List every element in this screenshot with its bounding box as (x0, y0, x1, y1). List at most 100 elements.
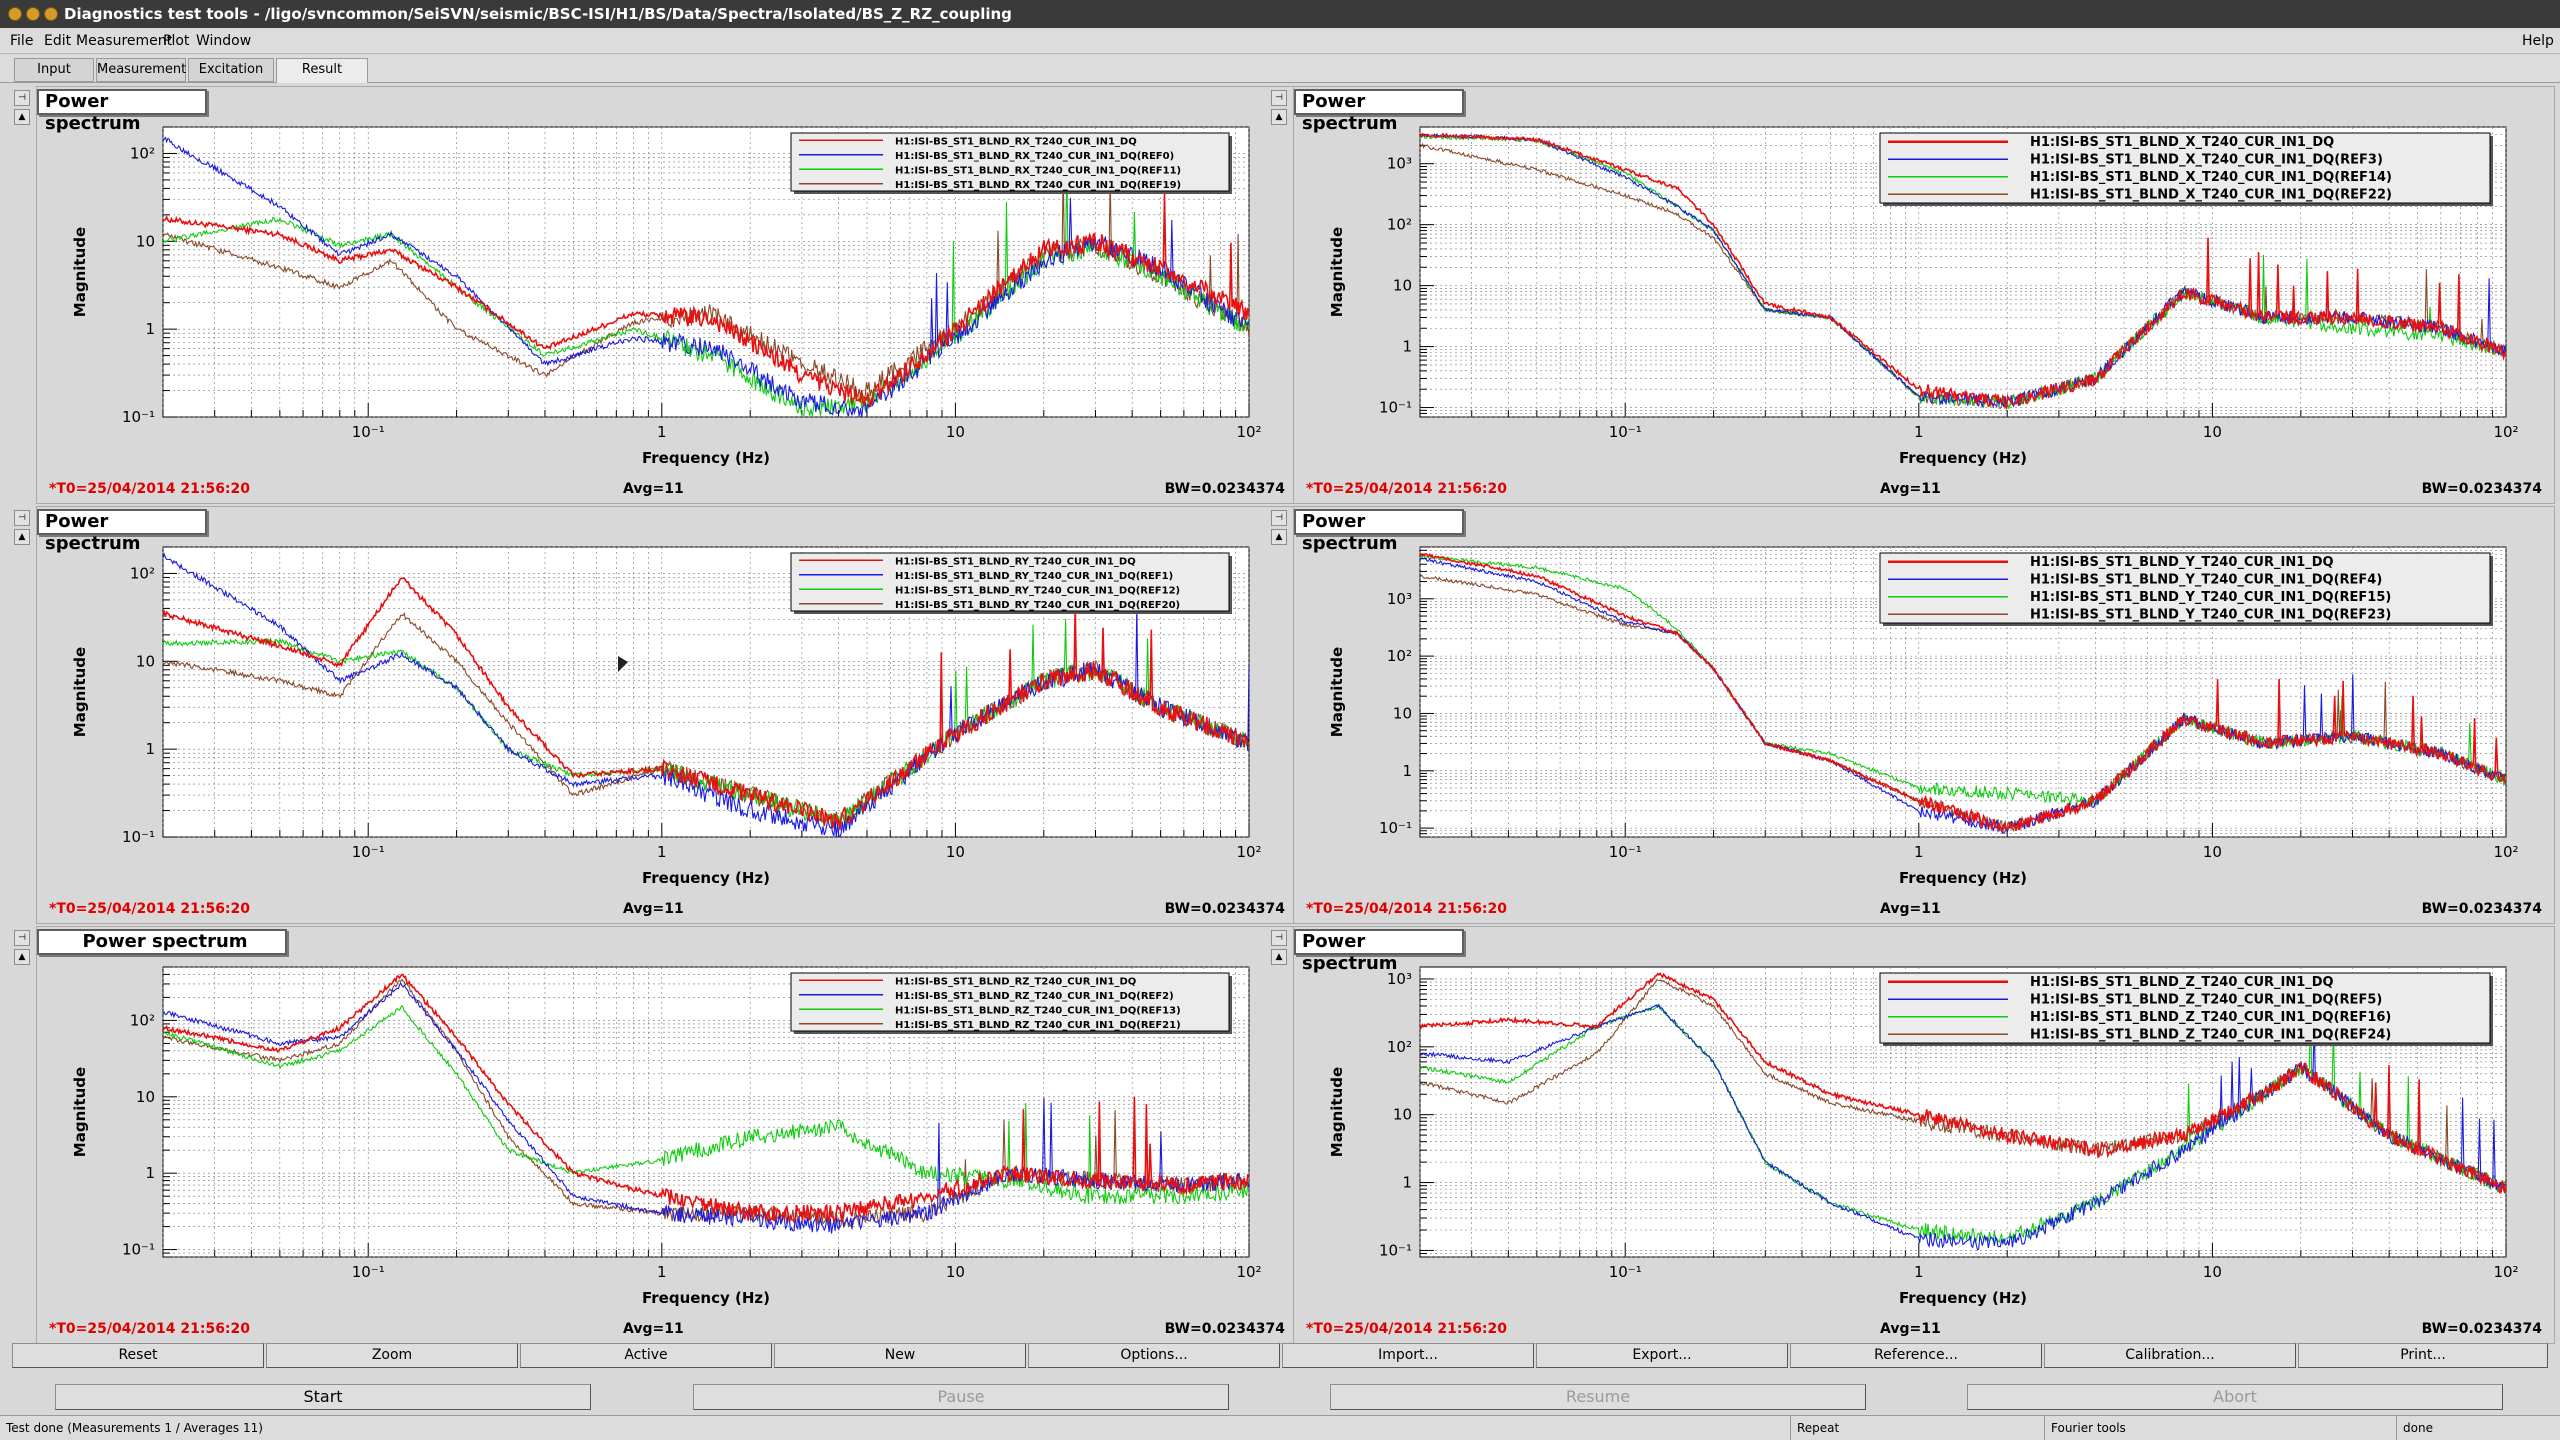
pin-icon[interactable]: ⊣ (1271, 510, 1287, 526)
y-tick-label: 1 (1402, 762, 1412, 780)
x-tick-label: 1 (657, 843, 667, 861)
legend-entry: H1:ISI-BS_ST1_BLND_Y_T240_CUR_IN1_DQ(REF… (2030, 572, 2382, 587)
series-line-current (163, 193, 1249, 408)
plot-panel-6[interactable]: ⊣ ▲ 10⁻¹ 1 10 10² 10⁻¹ 1 10 10² 10³ Frequency (Hz) M… (1271, 926, 2556, 1344)
collapse-up-icon[interactable]: ▲ (14, 109, 30, 125)
panel-side-controls: ⊣ ▲ (14, 927, 32, 965)
legend-entry: H1:ISI-BS_ST1_BLND_RY_T240_CUR_IN1_DQ (895, 556, 1136, 567)
menu-edit[interactable]: Edit (44, 33, 72, 49)
spectrum-plot[interactable]: 10⁻¹ 1 10 10² 10⁻¹ 1 10 10² Frequency (Hz) Magnit… (37, 87, 1299, 477)
pin-icon[interactable]: ⊣ (14, 90, 30, 106)
spectrum-plot[interactable]: 10⁻¹ 1 10 10² 10⁻¹ 1 10 10² 10³ Frequency (Hz) Mag… (1294, 87, 2556, 477)
collapse-up-icon[interactable]: ▲ (14, 949, 30, 965)
averages-label: Avg=11 (623, 481, 684, 497)
measurement-controls: Start Pause Resume Abort (0, 1384, 2560, 1410)
series-line-ref3 (163, 978, 1249, 1230)
legend-entry: H1:ISI-BS_ST1_BLND_RZ_T240_CUR_IN1_DQ(RE… (895, 1005, 1181, 1016)
menu-bar: File Edit Measurement Plot Window Help (0, 28, 2560, 54)
y-tick-label: 10² (130, 564, 155, 582)
series-line-current (163, 973, 1249, 1224)
tab-excitation[interactable]: Excitation (188, 58, 274, 82)
y-axis-label: Magnitude (1328, 227, 1346, 317)
y-tick-label: 10 (136, 1088, 155, 1106)
abort-button[interactable]: Abort (1967, 1384, 2503, 1410)
x-tick-label: 10⁻¹ (1609, 423, 1642, 441)
plot-panel-2[interactable]: ⊣ ▲ 10⁻¹ 1 10 10² 10⁻¹ 1 10 10² 10³ Frequency (Hz) M… (1271, 86, 2556, 504)
series-line-ref2 (163, 618, 1249, 830)
x-tick-label: 10² (1236, 843, 1261, 861)
plot-grid (162, 546, 1250, 838)
y-tick-label: 10⁻¹ (122, 828, 155, 846)
pin-icon[interactable]: ⊣ (14, 930, 30, 946)
x-tick-label: 10 (2203, 843, 2222, 861)
menu-help[interactable]: Help (2522, 33, 2554, 49)
legend-entry: H1:ISI-BS_ST1_BLND_RZ_T240_CUR_IN1_DQ(RE… (895, 991, 1174, 1002)
menu-plot[interactable]: Plot (163, 33, 190, 49)
new-button[interactable]: New (774, 1343, 1026, 1368)
start-time-label: *T0=25/04/2014 21:56:20 (49, 481, 251, 497)
plot-panel-4[interactable]: ⊣ ▲ 10⁻¹ 1 10 10² 10⁻¹ 1 10 10² 10³ Frequency (Hz) M… (1271, 506, 2556, 924)
start-time-label: *T0=25/04/2014 21:56:20 (1306, 481, 1508, 497)
pin-icon[interactable]: ⊣ (14, 510, 30, 526)
active-button[interactable]: Active (520, 1343, 772, 1368)
menu-file[interactable]: File (10, 33, 34, 49)
plot-title: Power spectrum (1294, 509, 1464, 554)
start-time-label: *T0=25/04/2014 21:56:20 (49, 901, 251, 917)
plot-panel-5[interactable]: ⊣ ▲ 10⁻¹ 1 10 10² 10⁻¹ 1 10 10² Frequency (Hz) Magn… (14, 926, 1299, 1344)
zoom-button[interactable]: Zoom (266, 1343, 518, 1368)
options-button[interactable]: Options... (1028, 1343, 1280, 1368)
tab-measurement[interactable]: Measurement (96, 58, 186, 82)
reference-button[interactable]: Reference... (1790, 1343, 2042, 1368)
pause-button[interactable]: Pause (693, 1384, 1229, 1410)
print-button[interactable]: Print... (2298, 1343, 2548, 1368)
x-tick-label: 10⁻¹ (352, 1263, 385, 1281)
spectrum-plot[interactable]: 10⁻¹ 1 10 10² 10⁻¹ 1 10 10² Frequency (Hz) Magnit… (37, 507, 1299, 897)
y-tick-label: 1 (1402, 1174, 1412, 1192)
series-line-ref3 (1420, 979, 2506, 1195)
pin-icon[interactable]: ⊣ (1271, 930, 1287, 946)
spectrum-plot[interactable]: 10⁻¹ 1 10 10² 10⁻¹ 1 10 10² 10³ Frequency (Hz) Mag… (1294, 927, 2556, 1317)
menu-window[interactable]: Window (196, 33, 252, 49)
averages-label: Avg=11 (1880, 1321, 1941, 1337)
pin-icon[interactable]: ⊣ (1271, 90, 1287, 106)
plot-title: Power spectrum (1294, 89, 1464, 134)
calibration-button[interactable]: Calibration... (2044, 1343, 2296, 1368)
status-state: done (2396, 1416, 2560, 1440)
series-line-ref2 (163, 161, 1249, 417)
legend-entry: H1:ISI-BS_ST1_BLND_RX_T240_CUR_IN1_DQ (895, 136, 1137, 147)
plot-panel-1[interactable]: ⊣ ▲ 10⁻¹ 1 10 10² 10⁻¹ 1 10 10² Frequency (Hz) Magn… (14, 86, 1299, 504)
close-window-icon[interactable] (8, 7, 22, 21)
legend-entry: H1:ISI-BS_ST1_BLND_Z_T240_CUR_IN1_DQ(REF… (2030, 1010, 2391, 1025)
x-tick-label: 10² (2493, 1263, 2518, 1281)
collapse-up-icon[interactable]: ▲ (14, 529, 30, 545)
x-tick-label: 10 (946, 1263, 965, 1281)
spectrum-plot[interactable]: 10⁻¹ 1 10 10² 10⁻¹ 1 10 10² 10³ Frequency (Hz) Mag… (1294, 507, 2556, 897)
maximize-window-icon[interactable] (44, 7, 58, 21)
resume-button[interactable]: Resume (1330, 1384, 1866, 1410)
plot-panel-3[interactable]: ⊣ ▲ 10⁻¹ 1 10 10² 10⁻¹ 1 10 10² Frequency (Hz) Magn… (14, 506, 1299, 924)
y-tick-label: 10 (1393, 277, 1412, 295)
export-button[interactable]: Export... (1536, 1343, 1788, 1368)
start-button[interactable]: Start (55, 1384, 591, 1410)
x-tick-label: 1 (657, 423, 667, 441)
reset-button[interactable]: Reset (12, 1343, 264, 1368)
x-tick-label: 1 (1914, 843, 1924, 861)
x-tick-label: 10² (2493, 423, 2518, 441)
tab-input[interactable]: Input (14, 58, 94, 82)
spectrum-plot[interactable]: 10⁻¹ 1 10 10² 10⁻¹ 1 10 10² Frequency (Hz) Magnit… (37, 927, 1299, 1317)
series-line-ref1 (1420, 557, 2506, 834)
tab-result[interactable]: Result (276, 58, 368, 83)
legend-entry: H1:ISI-BS_ST1_BLND_Z_T240_CUR_IN1_DQ (2030, 975, 2334, 990)
start-time-label: *T0=25/04/2014 21:56:20 (1306, 1321, 1508, 1337)
collapse-up-icon[interactable]: ▲ (1271, 949, 1287, 965)
y-tick-label: 1 (145, 1164, 155, 1182)
minimize-window-icon[interactable] (26, 7, 40, 21)
collapse-up-icon[interactable]: ▲ (1271, 109, 1287, 125)
menu-measurement[interactable]: Measurement (76, 33, 173, 49)
x-axis-label: Frequency (Hz) (642, 449, 770, 467)
import-button[interactable]: Import... (1282, 1343, 1534, 1368)
collapse-up-icon[interactable]: ▲ (1271, 529, 1287, 545)
bandwidth-label: BW=0.0234374 (2421, 1321, 2542, 1337)
series-line-ref2 (163, 1004, 1249, 1205)
start-time-label: *T0=25/04/2014 21:56:20 (49, 1321, 251, 1337)
